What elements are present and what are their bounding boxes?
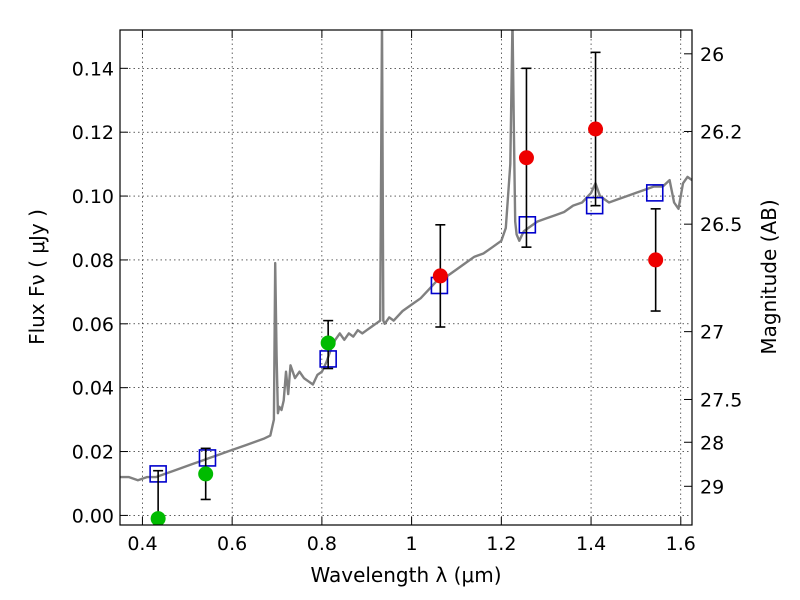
observed-point-green [320,335,336,351]
y-axis-right-label: Magnitude (AB) [757,199,781,354]
observed-point-red [648,252,664,268]
plot-content [120,30,692,525]
model-photometry-square [585,196,604,215]
y-right-tick-label: 26.2 [700,121,742,143]
x-tick-label: 1.6 [666,533,696,555]
model-photometry-square [518,216,537,234]
y-right-tick-label: 29 [700,476,724,498]
y-tick-label: 0.00 [72,505,114,527]
observed-point-red [432,268,448,284]
model-photometry-square [198,449,217,467]
observed-point-green [198,466,214,482]
plot-background [120,30,692,525]
plot-frame [119,29,693,526]
y-tick-label: 0.04 [72,378,114,400]
y-tick-label: 0.12 [72,122,114,144]
model-spectrum-line [120,30,692,482]
y-axis-label: Flux Fν ( μJy ) [25,209,49,345]
y-tick-label: 0.14 [72,58,114,80]
y-right-tick-label: 26.5 [700,214,742,236]
y-right-tick-label: 27 [700,322,724,344]
observed-point-red [588,121,604,137]
observed-point-red [518,150,534,166]
y-tick-label: 0.06 [72,314,114,336]
y-right-tick-label: 28 [700,432,724,454]
x-tick-label: 0.6 [217,533,247,555]
observed-point-green [150,511,166,525]
y-right-tick-label: 27.5 [700,389,742,411]
y-tick-label: 0.02 [72,442,114,464]
x-tick-label: 1.2 [486,533,516,555]
model-photometry-square [645,184,664,202]
x-tick-label: 1 [406,533,418,555]
y-right-tick-label: 26 [700,44,724,66]
x-tick-label: 0.4 [127,533,157,555]
y-tick-label: 0.10 [72,186,114,208]
grid-lines [120,30,692,525]
x-tick-label: 0.8 [307,533,337,555]
x-tick-label: 1.4 [576,533,606,555]
x-axis-label: Wavelength λ (μm) [310,563,501,587]
axis-ticks: 0.4 0.6 0.8 1 1.2 1.4 1.6 0.00 0.02 0.04 0.06 0.08 0… [72,30,742,555]
y-tick-label: 0.08 [72,250,114,272]
